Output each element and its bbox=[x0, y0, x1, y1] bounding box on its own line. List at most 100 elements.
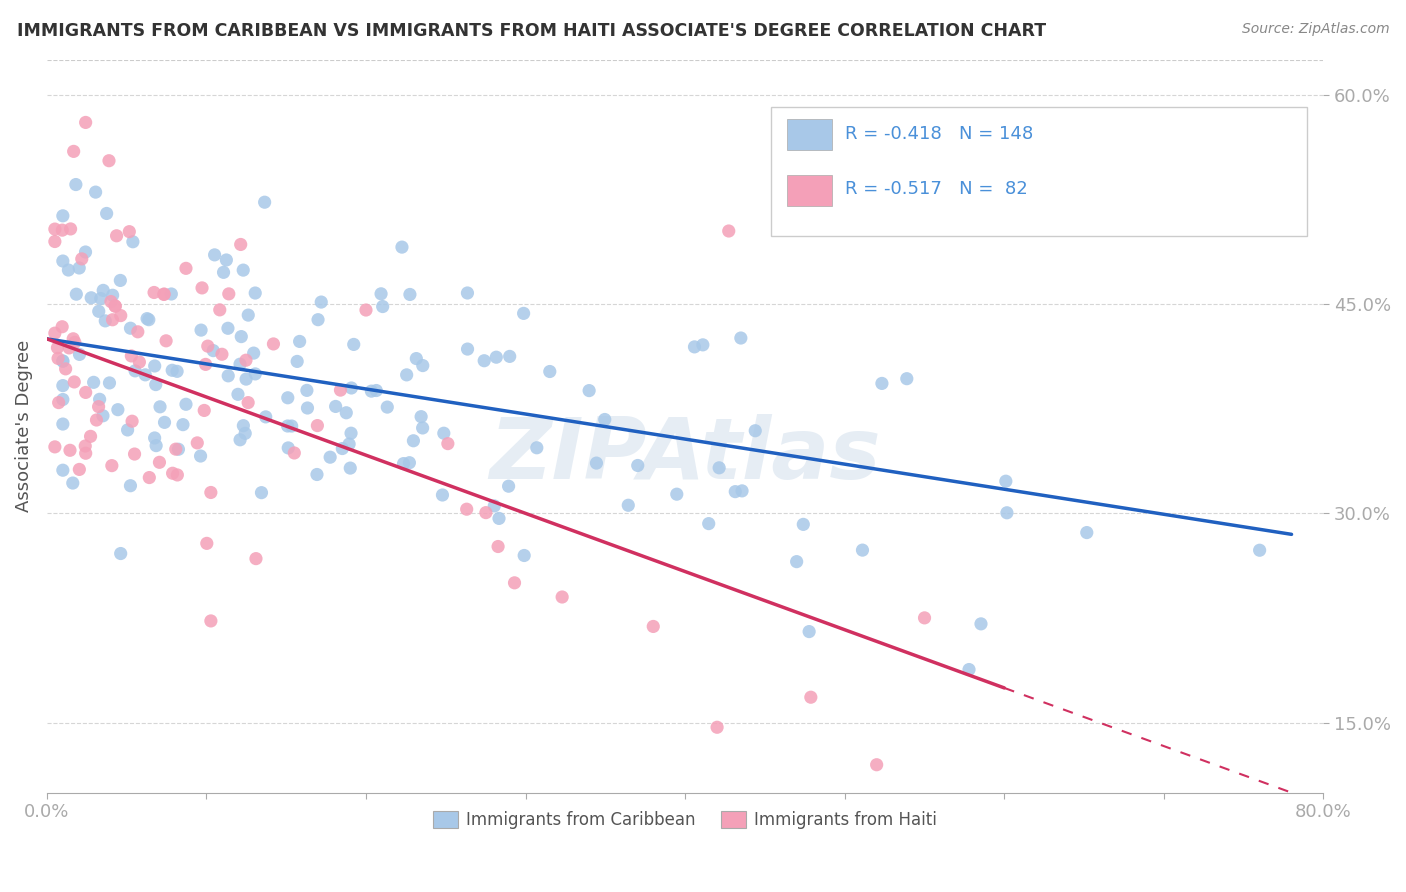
Point bbox=[398, 456, 420, 470]
Text: ZIPAtlas: ZIPAtlas bbox=[489, 414, 882, 497]
Point bbox=[110, 273, 132, 287]
Point bbox=[229, 433, 252, 447]
Point bbox=[437, 436, 460, 450]
Point bbox=[149, 400, 172, 414]
Point bbox=[52, 392, 75, 407]
Point bbox=[193, 403, 215, 417]
Point bbox=[143, 285, 166, 300]
Point bbox=[307, 312, 329, 326]
Point bbox=[277, 441, 299, 455]
Point bbox=[83, 376, 105, 390]
Point bbox=[717, 224, 740, 238]
Point bbox=[851, 543, 873, 558]
Point bbox=[211, 347, 233, 361]
Point bbox=[412, 359, 434, 373]
Point bbox=[499, 350, 522, 364]
Point bbox=[110, 309, 132, 323]
Point bbox=[98, 153, 121, 168]
Point bbox=[456, 285, 478, 300]
Point bbox=[513, 549, 536, 563]
Point bbox=[339, 461, 361, 475]
Point bbox=[101, 312, 124, 326]
Point bbox=[134, 368, 156, 382]
Point bbox=[731, 483, 754, 498]
Point bbox=[197, 339, 219, 353]
Point bbox=[62, 145, 84, 159]
Point bbox=[58, 263, 80, 277]
Point bbox=[970, 616, 993, 631]
Point bbox=[285, 354, 308, 368]
Point bbox=[136, 311, 159, 326]
Point bbox=[371, 300, 394, 314]
Point bbox=[288, 334, 311, 349]
Point bbox=[75, 245, 97, 260]
Point bbox=[245, 367, 267, 381]
Point bbox=[538, 364, 561, 378]
Point bbox=[692, 338, 714, 352]
Point bbox=[456, 502, 478, 516]
Point bbox=[138, 470, 160, 484]
Point bbox=[120, 349, 142, 363]
Point bbox=[392, 457, 415, 471]
Point bbox=[166, 364, 188, 378]
Point bbox=[104, 299, 127, 313]
Point bbox=[87, 304, 110, 318]
Point bbox=[75, 385, 97, 400]
Point bbox=[412, 421, 434, 435]
Point bbox=[52, 354, 75, 368]
Point bbox=[1076, 525, 1098, 540]
Point bbox=[217, 321, 239, 335]
Point bbox=[52, 209, 75, 223]
Point bbox=[59, 222, 82, 236]
Point bbox=[235, 353, 257, 368]
Point bbox=[101, 458, 124, 473]
Point bbox=[44, 326, 66, 340]
Point bbox=[70, 252, 93, 266]
Point bbox=[262, 337, 284, 351]
Point bbox=[89, 392, 111, 407]
Point bbox=[59, 443, 82, 458]
Point bbox=[172, 417, 194, 432]
Point bbox=[94, 314, 117, 328]
Point bbox=[485, 350, 508, 364]
Point bbox=[79, 429, 101, 443]
Point bbox=[399, 287, 422, 301]
Point bbox=[235, 372, 257, 386]
Point bbox=[165, 442, 187, 457]
Point bbox=[122, 235, 145, 249]
Point bbox=[62, 332, 84, 346]
Point bbox=[593, 412, 616, 426]
Point bbox=[330, 442, 353, 456]
Point bbox=[724, 484, 747, 499]
Point bbox=[370, 286, 392, 301]
Point bbox=[186, 436, 208, 450]
Point bbox=[226, 387, 249, 401]
Point bbox=[100, 294, 122, 309]
Point bbox=[432, 488, 454, 502]
Point bbox=[128, 355, 150, 369]
Point bbox=[162, 467, 184, 481]
Point bbox=[233, 426, 256, 441]
Point bbox=[643, 619, 665, 633]
Point bbox=[411, 409, 433, 424]
Point bbox=[98, 376, 121, 390]
Point bbox=[202, 343, 225, 358]
Point bbox=[402, 434, 425, 448]
Point bbox=[194, 358, 217, 372]
Point bbox=[250, 485, 273, 500]
Y-axis label: Associate's Degree: Associate's Degree bbox=[15, 340, 32, 512]
Point bbox=[585, 456, 607, 470]
Point bbox=[253, 195, 276, 210]
Point bbox=[52, 417, 75, 431]
Point bbox=[52, 254, 75, 268]
Point bbox=[337, 437, 360, 451]
Point bbox=[191, 281, 214, 295]
Point bbox=[145, 439, 167, 453]
Point bbox=[254, 409, 277, 424]
Point bbox=[329, 383, 352, 397]
FancyBboxPatch shape bbox=[787, 176, 832, 206]
Point bbox=[280, 419, 302, 434]
Point bbox=[190, 449, 212, 463]
Point bbox=[127, 325, 149, 339]
Point bbox=[91, 284, 114, 298]
